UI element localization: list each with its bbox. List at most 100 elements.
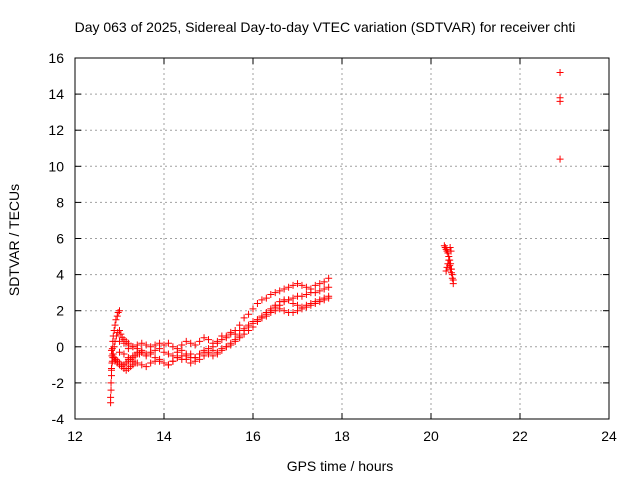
data-point bbox=[209, 343, 217, 351]
data-point bbox=[218, 345, 226, 353]
data-point bbox=[253, 299, 261, 307]
y-axis-label: SDTVAR / TECUs bbox=[6, 184, 22, 296]
data-point bbox=[205, 336, 212, 344]
x-tick-label: 18 bbox=[334, 428, 350, 444]
data-point bbox=[156, 357, 164, 365]
data-point bbox=[116, 307, 123, 315]
data-point bbox=[320, 278, 328, 286]
data-point bbox=[111, 321, 119, 329]
data-point bbox=[222, 343, 230, 351]
data-point bbox=[442, 267, 450, 275]
data-point bbox=[107, 379, 115, 387]
y-tick-label: 4 bbox=[56, 267, 64, 283]
data-point bbox=[138, 339, 146, 347]
data-point bbox=[276, 298, 284, 306]
data-point bbox=[169, 343, 177, 351]
data-point bbox=[116, 348, 123, 356]
data-point bbox=[196, 337, 204, 345]
data-point bbox=[271, 289, 279, 297]
data-point bbox=[209, 352, 217, 360]
y-tick-label: 16 bbox=[48, 50, 64, 66]
data-point bbox=[316, 280, 324, 288]
data-point bbox=[110, 343, 118, 351]
axis-ticks bbox=[74, 57, 610, 420]
data-point bbox=[222, 332, 230, 340]
data-point bbox=[311, 281, 319, 289]
data-point bbox=[444, 249, 452, 257]
data-point bbox=[245, 321, 253, 329]
data-point bbox=[320, 285, 328, 293]
x-axis-label: GPS time / hours bbox=[287, 458, 394, 474]
data-point bbox=[120, 361, 128, 369]
data-point bbox=[262, 312, 270, 320]
data-point bbox=[240, 314, 248, 322]
data-point bbox=[116, 337, 123, 345]
chart-title: Day 063 of 2025, Sidereal Day-to-day VTE… bbox=[75, 19, 576, 35]
data-point bbox=[120, 339, 128, 347]
data-point bbox=[187, 339, 195, 347]
data-point bbox=[129, 343, 137, 351]
data-point bbox=[138, 361, 146, 369]
data-point bbox=[109, 354, 117, 362]
data-point bbox=[325, 274, 333, 282]
data-point bbox=[107, 393, 115, 401]
data-point bbox=[289, 299, 297, 307]
data-point bbox=[556, 68, 564, 76]
data-point bbox=[213, 339, 221, 347]
data-point bbox=[114, 309, 122, 317]
data-point bbox=[113, 312, 121, 320]
data-point bbox=[200, 348, 208, 356]
data-point bbox=[289, 281, 297, 289]
data-point bbox=[302, 283, 310, 291]
data-point bbox=[271, 307, 279, 315]
data-point bbox=[446, 262, 454, 270]
data-point bbox=[316, 298, 324, 306]
x-tick-label: 22 bbox=[512, 428, 528, 444]
data-point bbox=[182, 337, 190, 345]
data-point bbox=[107, 364, 115, 372]
data-point bbox=[205, 345, 212, 353]
data-point bbox=[191, 354, 199, 362]
data-point bbox=[114, 328, 122, 336]
data-point bbox=[276, 305, 284, 313]
data-point bbox=[160, 359, 168, 367]
data-point bbox=[151, 354, 159, 362]
data-point bbox=[138, 348, 146, 356]
data-point bbox=[449, 280, 457, 288]
data-point bbox=[164, 339, 172, 347]
data-points bbox=[107, 68, 564, 407]
data-point bbox=[117, 330, 125, 338]
data-point bbox=[285, 283, 293, 291]
data-point bbox=[276, 287, 284, 295]
data-point bbox=[107, 386, 115, 394]
data-point bbox=[187, 359, 195, 367]
data-point bbox=[556, 155, 564, 163]
data-point bbox=[447, 247, 455, 255]
data-point bbox=[298, 281, 306, 289]
data-point bbox=[311, 289, 319, 297]
data-point bbox=[298, 305, 306, 313]
data-point bbox=[142, 341, 150, 349]
y-tick-label: 14 bbox=[48, 86, 64, 102]
data-point bbox=[289, 309, 297, 317]
y-tick-label: 12 bbox=[48, 122, 64, 138]
data-point bbox=[227, 339, 235, 347]
data-point bbox=[147, 359, 155, 367]
data-point bbox=[253, 316, 261, 324]
data-point bbox=[445, 256, 453, 264]
data-point bbox=[164, 361, 172, 369]
data-point bbox=[267, 309, 275, 317]
data-point bbox=[133, 359, 141, 367]
data-point bbox=[249, 305, 257, 313]
data-point bbox=[294, 307, 301, 315]
data-point bbox=[325, 294, 333, 302]
data-point bbox=[173, 354, 181, 362]
data-point bbox=[307, 301, 315, 309]
x-tick-label: 14 bbox=[156, 428, 172, 444]
data-point bbox=[262, 294, 270, 302]
data-point bbox=[446, 244, 454, 252]
y-tick-label: 0 bbox=[56, 339, 64, 355]
data-point bbox=[249, 318, 257, 326]
data-point bbox=[302, 290, 310, 298]
